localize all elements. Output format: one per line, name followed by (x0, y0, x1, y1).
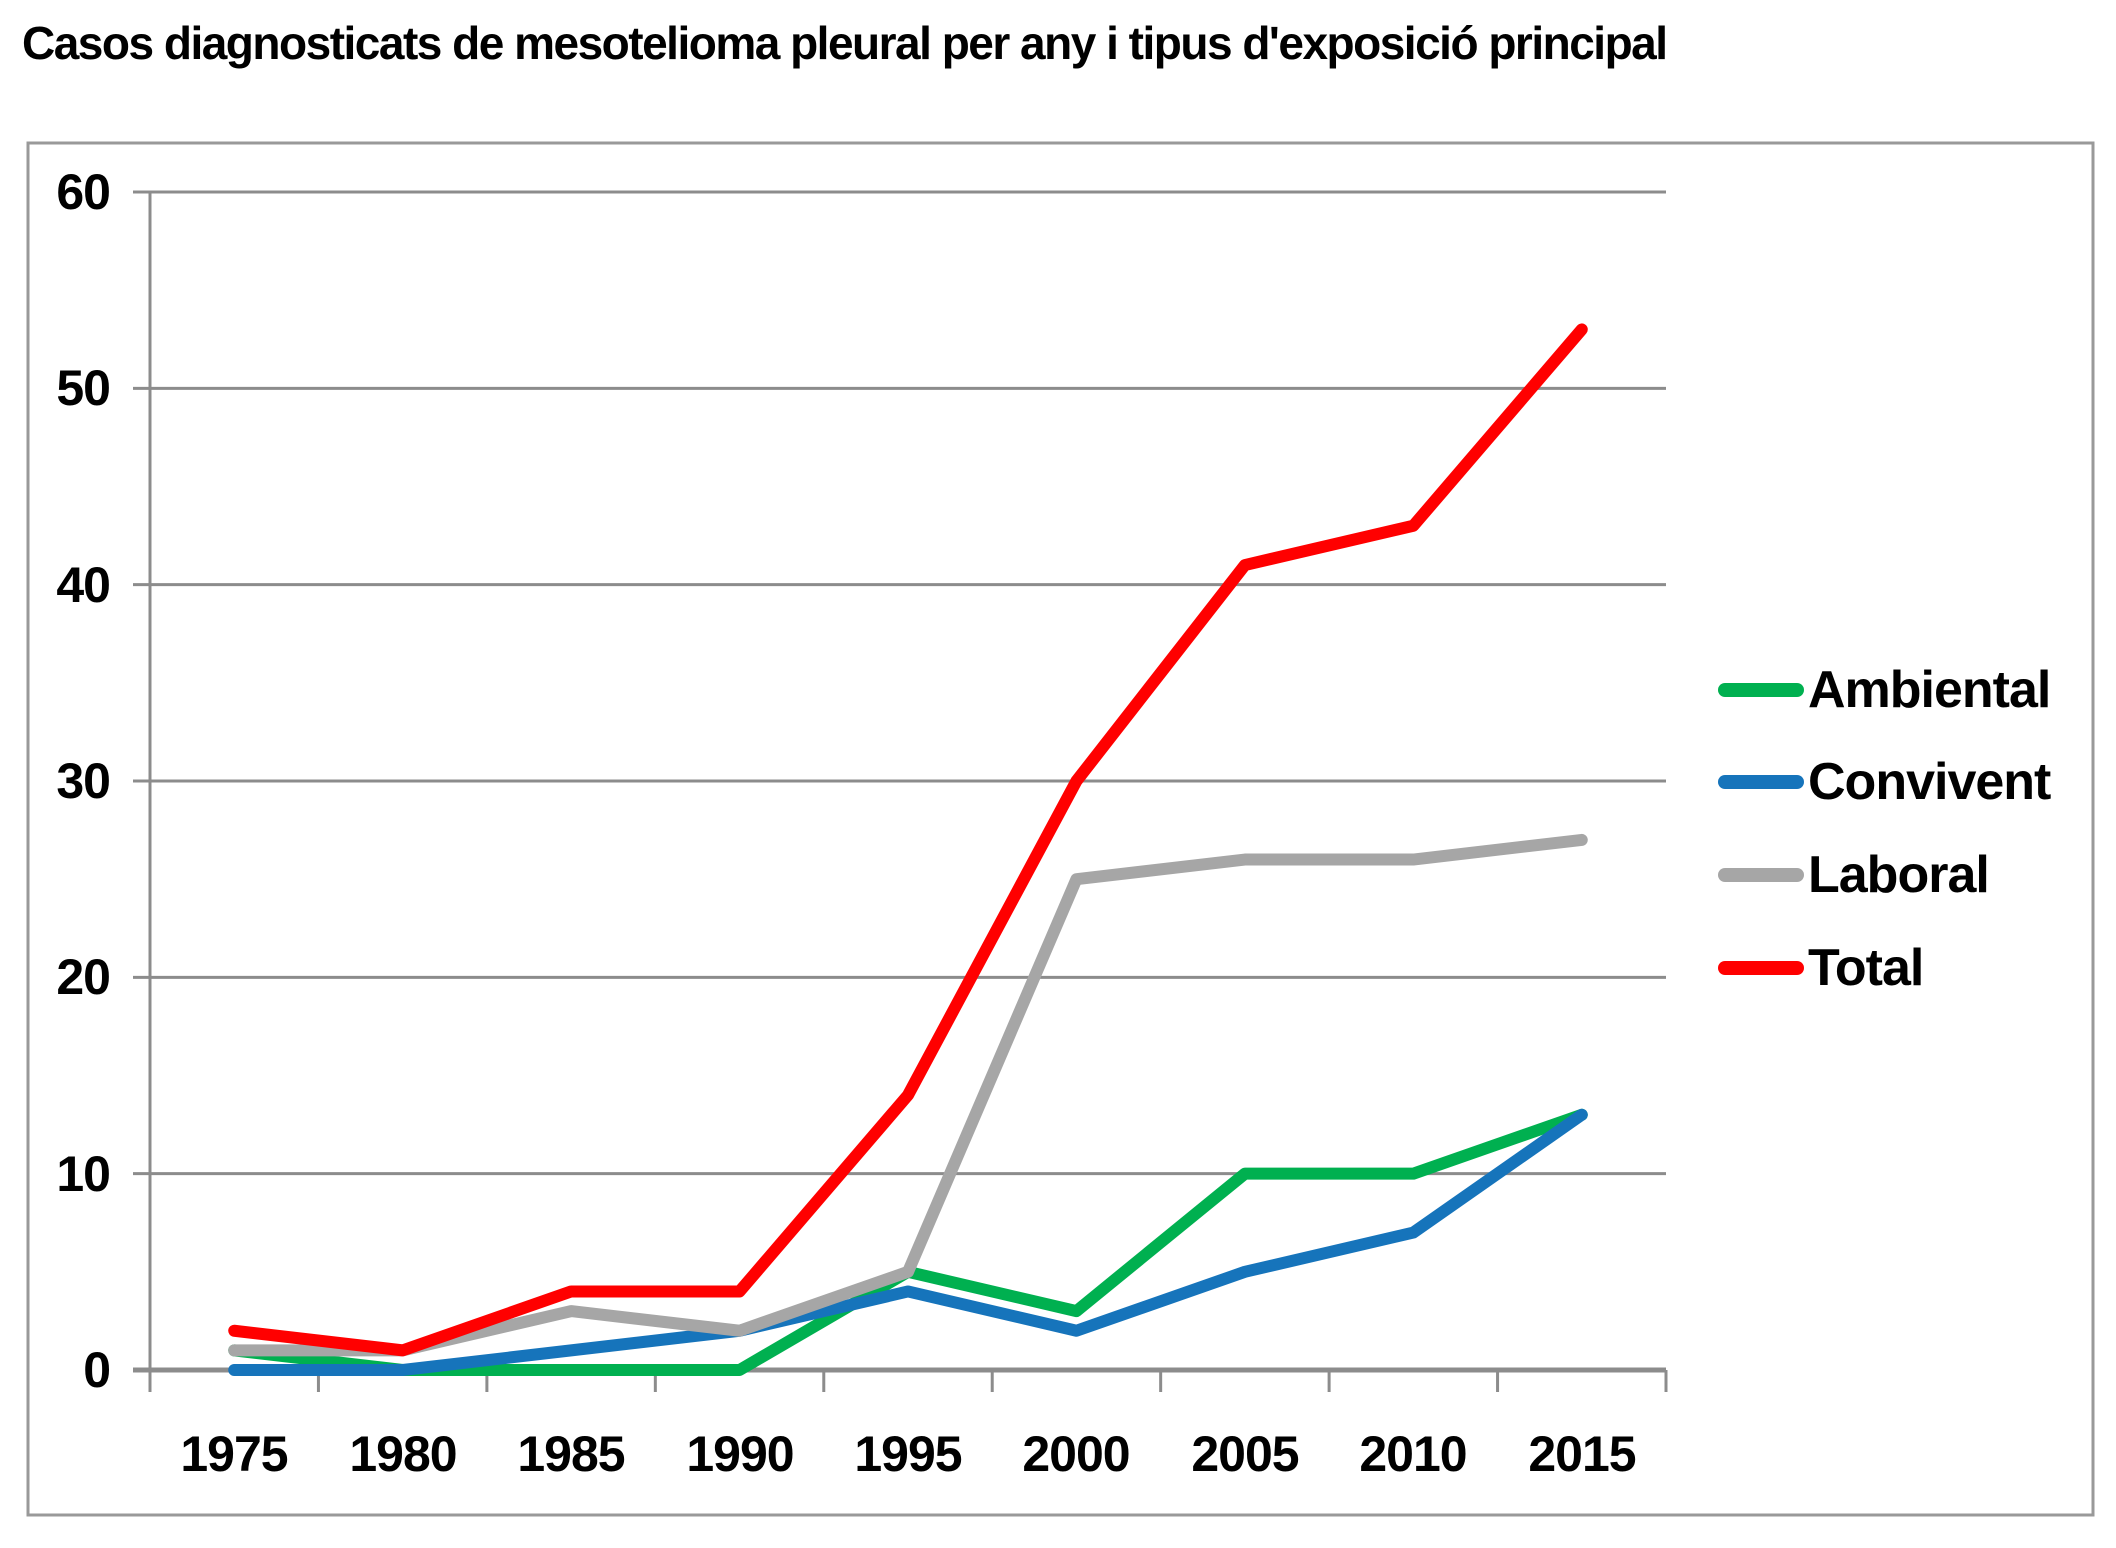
total-line (228, 323, 1588, 1357)
x-axis-label: 1975 (180, 1426, 288, 1482)
x-axis-label: 2005 (1191, 1426, 1299, 1482)
gridlines (133, 190, 1666, 1373)
legend-label: Total (1808, 939, 1924, 997)
y-axis-label: 50 (56, 360, 111, 416)
y-axis-label: 60 (56, 164, 111, 220)
convivent-line (228, 1108, 1588, 1376)
legend-item-total: Total (1718, 938, 1924, 998)
x-axis-label: 1995 (854, 1426, 962, 1482)
x-axis-label: 1980 (349, 1426, 457, 1482)
x-axis-label: 1990 (686, 1426, 794, 1482)
total-swatch-icon (1718, 961, 1804, 975)
legend-item-convivent: Convivent (1718, 752, 2051, 812)
legend-item-ambiental: Ambiental (1718, 660, 2051, 720)
laboral-swatch-icon (1718, 868, 1804, 882)
x-axis-label: 2000 (1022, 1426, 1130, 1482)
ambiental-swatch-icon (1718, 683, 1804, 697)
y-axis-label: 30 (56, 753, 111, 809)
x-axis-label: 2015 (1528, 1426, 1636, 1482)
legend-label: Laboral (1808, 846, 1990, 904)
y-axis-label: 20 (56, 949, 111, 1005)
y-axis-label: 40 (56, 557, 111, 613)
y-axis-label: 10 (56, 1146, 111, 1202)
laboral-line (228, 833, 1588, 1357)
legend-label: Convivent (1808, 753, 2051, 811)
x-axis-label: 1985 (517, 1426, 625, 1482)
convivent-swatch-icon (1718, 775, 1804, 789)
chart-frame-border (26, 141, 2095, 1517)
chart-title: Casos diagnosticats de mesotelioma pleur… (22, 17, 1668, 69)
legend-label: Ambiental (1808, 661, 2051, 719)
x-axis-label: 2010 (1359, 1426, 1467, 1482)
legend-item-laboral: Laboral (1718, 845, 1990, 905)
y-axis-label: 0 (83, 1342, 111, 1398)
